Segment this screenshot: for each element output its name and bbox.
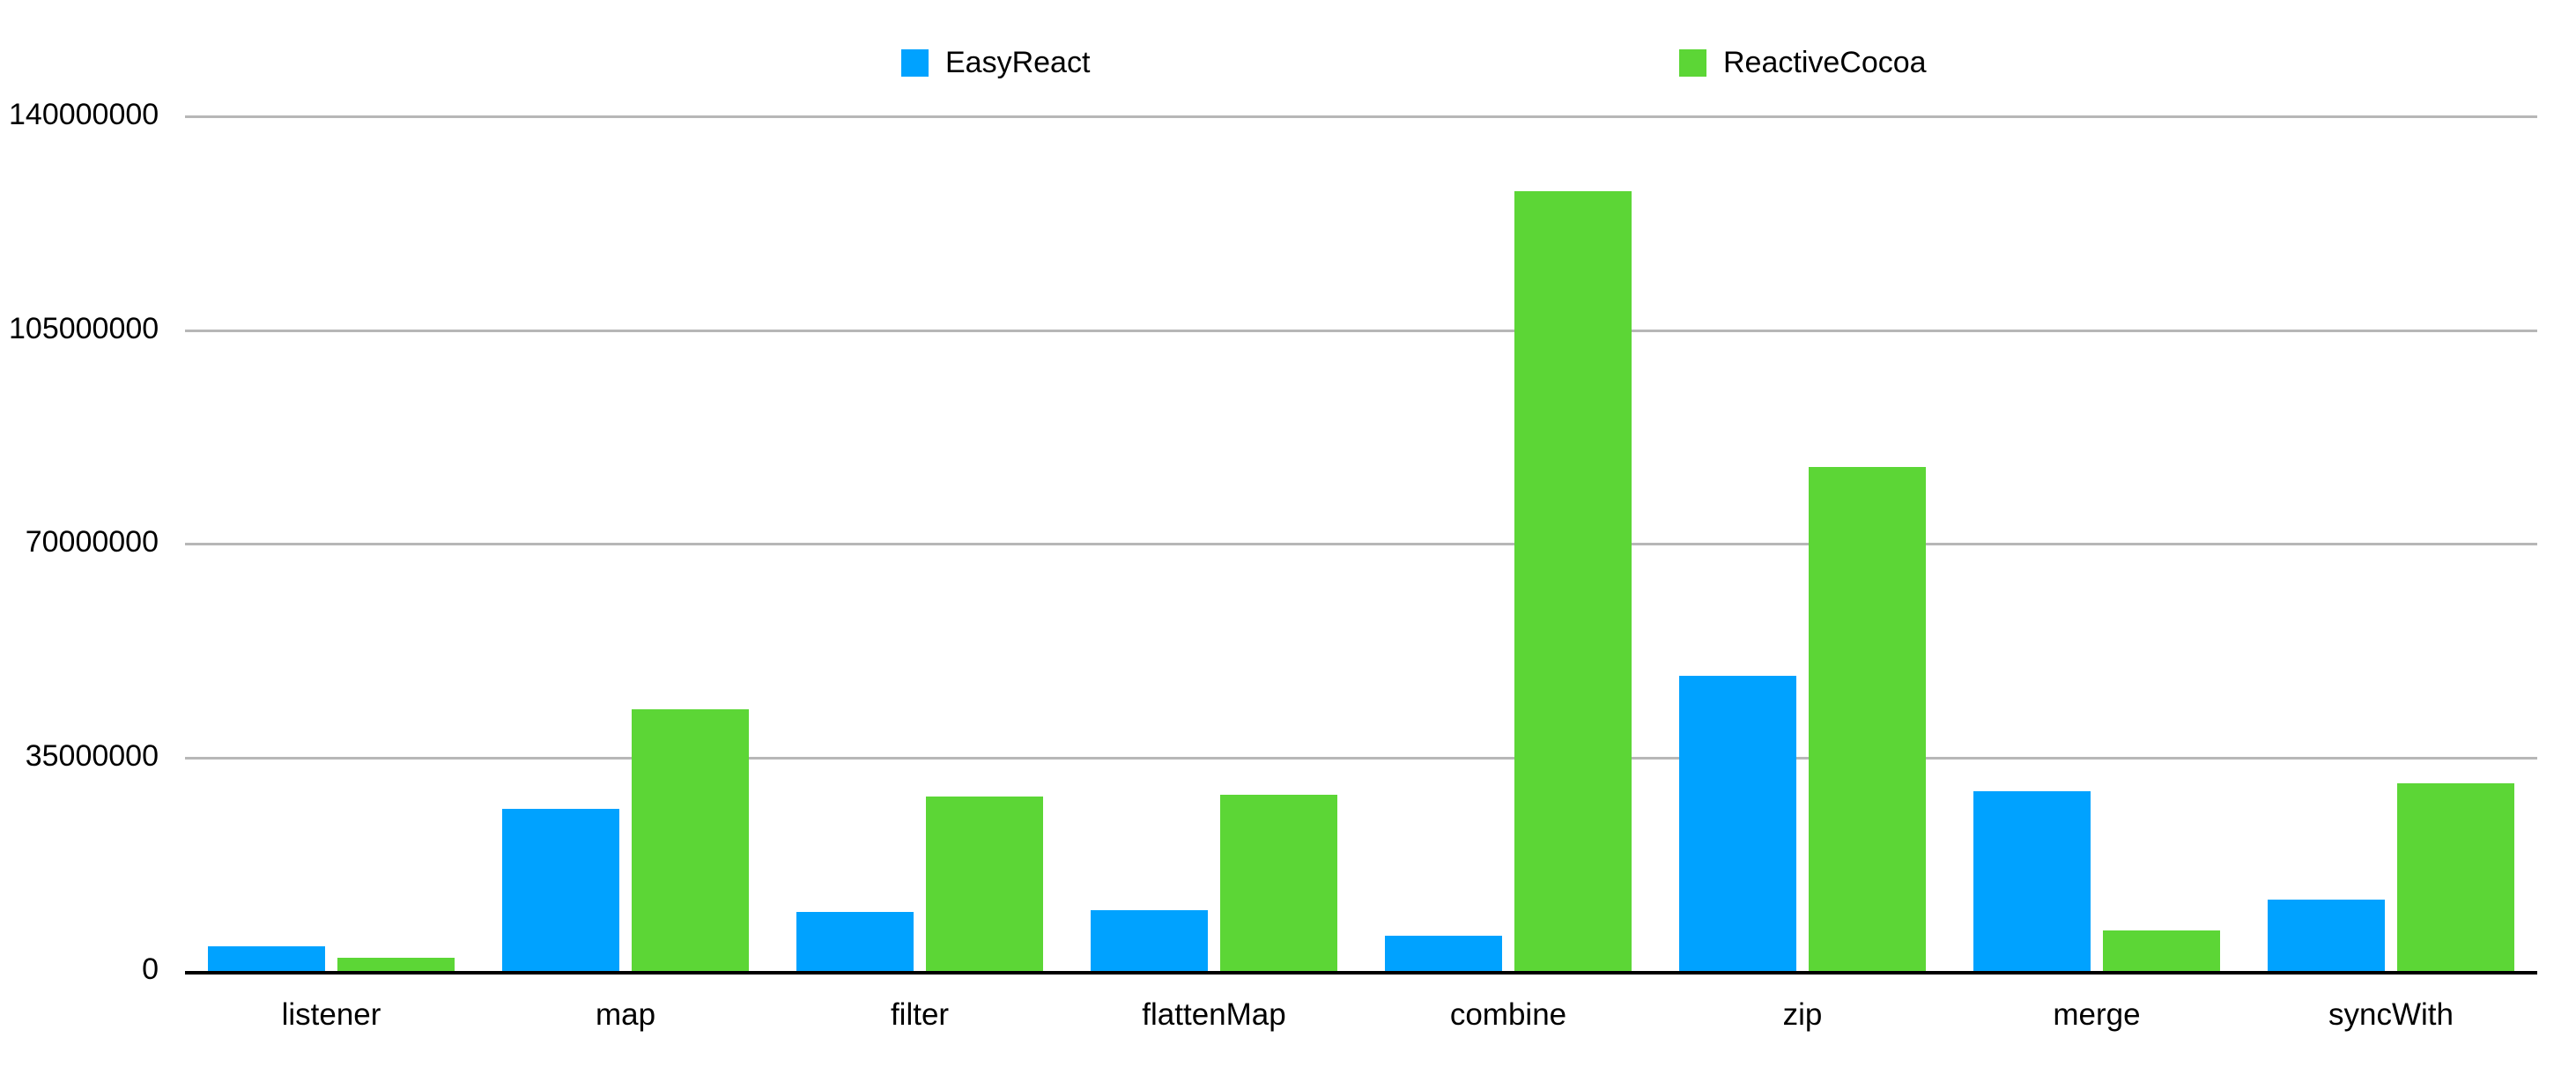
bar-easyreact-filter [796, 912, 914, 971]
legend-item-reactivecocoa: ReactiveCocoa [1679, 46, 1927, 80]
x-category-label-zip: zip [1782, 997, 1823, 1032]
bar-reactivecocoa-merge [2103, 930, 2220, 971]
x-category-label-listener: listener [281, 997, 381, 1032]
x-category-label-flattenMap: flattenMap [1142, 997, 1286, 1032]
bar-easyreact-zip [1679, 676, 1796, 971]
bar-easyreact-syncWith [2268, 900, 2385, 971]
legend-label-easyreact: EasyReact [945, 46, 1091, 79]
bar-easyreact-map [502, 809, 619, 971]
bar-easyreact-listener [208, 946, 325, 971]
bar-reactivecocoa-combine [1514, 191, 1632, 971]
legend-label-reactivecocoa: ReactiveCocoa [1723, 46, 1927, 79]
y-tick-label-105000000: 105000000 [9, 312, 159, 345]
gridline-70000000 [185, 543, 2537, 545]
x-category-label-merge: merge [2053, 997, 2141, 1032]
y-tick-label-35000000: 35000000 [25, 739, 159, 773]
x-category-label-filter: filter [890, 997, 950, 1032]
bar-reactivecocoa-listener [337, 958, 455, 971]
bar-easyreact-combine [1385, 936, 1502, 971]
bar-reactivecocoa-map [632, 709, 749, 971]
gridline-35000000 [185, 757, 2537, 760]
gridline-105000000 [185, 330, 2537, 332]
y-tick-label-0: 0 [142, 952, 159, 986]
y-tick-label-140000000: 140000000 [9, 98, 159, 131]
gridline-140000000 [185, 115, 2537, 118]
bar-reactivecocoa-zip [1809, 467, 1926, 971]
bar-reactivecocoa-syncWith [2397, 783, 2514, 971]
legend-swatch-easyreact [901, 49, 929, 77]
bar-reactivecocoa-filter [926, 797, 1043, 971]
x-category-label-combine: combine [1449, 997, 1567, 1032]
bar-reactivecocoa-flattenMap [1220, 795, 1337, 971]
legend-swatch-reactivecocoa [1679, 49, 1706, 77]
x-category-label-syncWith: syncWith [2328, 997, 2454, 1032]
bar-easyreact-merge [1973, 791, 2091, 971]
legend-item-easyreact: EasyReact [901, 46, 1090, 80]
y-tick-label-70000000: 70000000 [25, 525, 159, 559]
x-category-label-map: map [595, 997, 656, 1032]
bar-easyreact-flattenMap [1091, 910, 1208, 971]
x-axis-line [185, 971, 2537, 975]
